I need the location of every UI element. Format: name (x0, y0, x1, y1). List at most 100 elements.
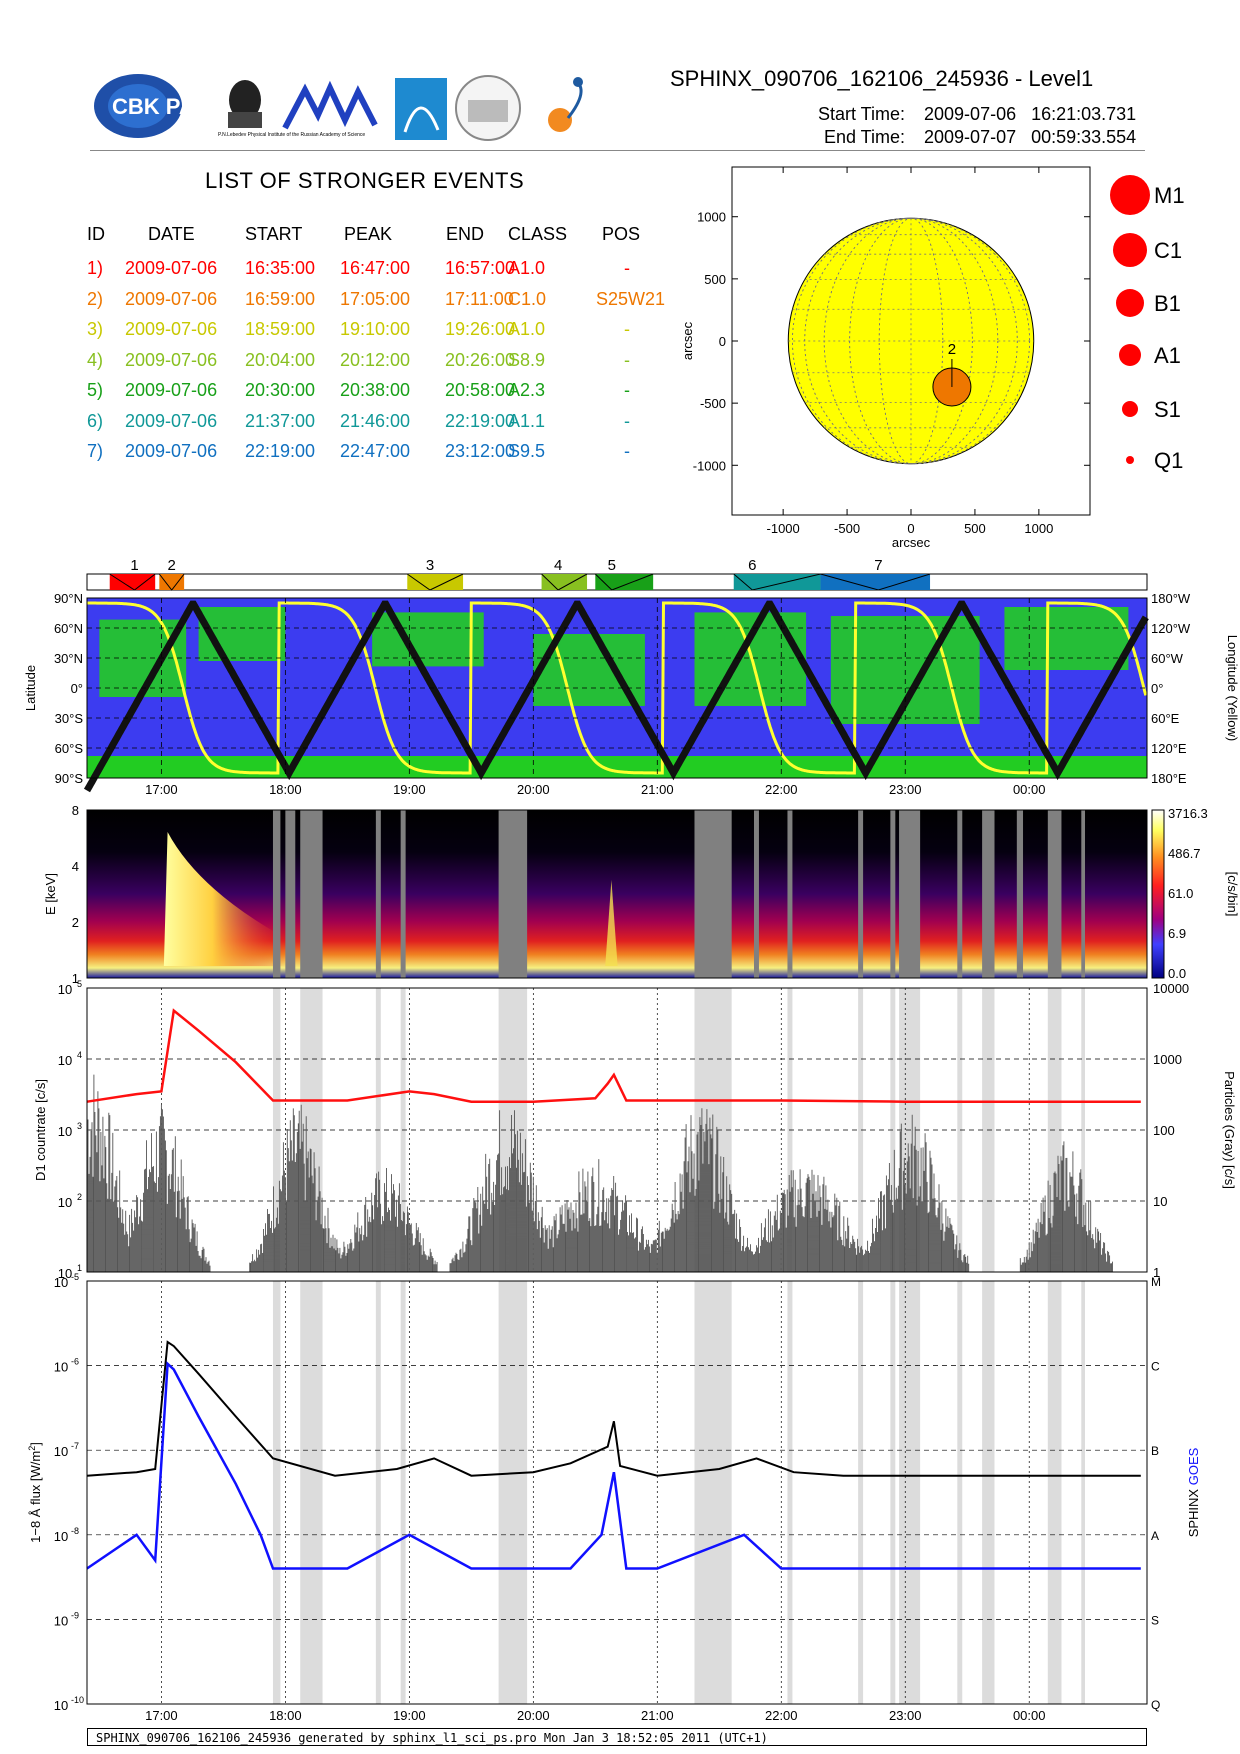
latitude-tick-label: 0° (71, 681, 83, 696)
flux-gap-shade (375, 1281, 381, 1704)
spectro-data-gap (375, 810, 381, 978)
size-legend-label: S1 (1154, 397, 1181, 422)
end-time-row: End Time: 2009-07-07 00:59:33.554 (795, 127, 1136, 148)
timeseries-panels: 1 2 3 4 5 6 7 90°N 180°W 60°N 120°W 30°N 60°W 0° 0° 30°… (23, 557, 1240, 1723)
energy-tick-label: 8 (72, 803, 79, 818)
event-span-7 (820, 574, 931, 590)
event-7-cls: S9.5 (508, 441, 546, 461)
events-header-class: CLASS (508, 224, 568, 244)
event-6-cls: A1.1 (508, 410, 546, 431)
flux-time-label: 20:00 (517, 1708, 550, 1723)
countrate-tick-base: 10 (58, 982, 72, 997)
flux-tick-base: 10 (54, 1529, 68, 1544)
event-3-pos: - (624, 319, 630, 339)
logo-strip: CBK PAN P.N.Lebedev Physical Institute o… (90, 70, 650, 155)
flux-gap-shade (899, 1281, 921, 1704)
flux-tick-base: 10 (54, 1275, 68, 1290)
event-4-start: 20:04:00 (245, 349, 316, 370)
sun-xtick-label: 1000 (1024, 521, 1053, 536)
flux-ylabel-sup: 2 (27, 1446, 37, 1451)
sphinx-flux-trace (86, 1340, 1141, 1477)
event-span-5 (595, 574, 654, 590)
spectro-data-gap (753, 810, 759, 978)
countrate-tick-base: 10 (58, 1266, 72, 1281)
flux-time-label: 22:00 (765, 1708, 798, 1723)
latitude-tick-label: 60°N (54, 621, 83, 636)
orbit-time-label: 22:00 (765, 782, 798, 797)
event-5-start: 20:30:00 (245, 380, 316, 400)
spectrogram-frame (86, 809, 1148, 979)
countrate-tick-base: 10 (58, 1195, 72, 1210)
flux-frame (86, 1280, 1148, 1705)
event-1-date: 2009-07-06 (125, 258, 218, 278)
size-legend-dot (1122, 401, 1138, 417)
orbit-belt-south (87, 756, 1147, 778)
footer-caption: SPHINX_090706_162106_245936 generated by… (87, 1728, 1147, 1746)
countrate-tick-exp: 5 (77, 979, 82, 989)
sun-xtick-label: -1000 (767, 521, 800, 536)
events-header-pos: POS (602, 224, 641, 244)
particles-tick-label: 1 (1153, 1265, 1160, 1280)
orbit-belt-patch (372, 612, 484, 667)
longitude-tick-label: 60°W (1151, 651, 1184, 666)
flare-emission (163, 832, 286, 966)
orbit-time-label: 00:00 (1013, 782, 1046, 797)
spectro-data-gap (1016, 810, 1024, 978)
legend-sphinx: SPHINX (1186, 1485, 1201, 1537)
event-7-id: 7) (87, 441, 104, 461)
event-shape-5 (594, 573, 654, 591)
event-shape-7 (820, 573, 931, 591)
event-6-pos: - (624, 410, 630, 431)
event-shape-6 (733, 573, 821, 591)
event-shape-3 (406, 573, 464, 591)
event-4-pos: - (624, 349, 630, 370)
latitude-tick-label: 90°S (55, 771, 84, 786)
end-time-label: End Time: (823, 127, 905, 147)
event-3-date: 2009-07-06 (125, 319, 218, 339)
event-shape-2 (158, 573, 185, 591)
event-5-date: 2009-07-06 (125, 380, 218, 400)
event-2-start: 16:59:00 (245, 288, 316, 309)
flux-tick-exp: -7 (71, 1441, 79, 1451)
flux-gap-shade (1047, 1281, 1062, 1704)
event-7-date: 2009-07-06 (125, 441, 218, 461)
flux-time-label: 19:00 (393, 1708, 426, 1723)
flux-time-label: 17:00 (145, 1708, 178, 1723)
event-5-end: 20:58:00 (445, 380, 516, 400)
event-7-pos: - (624, 441, 630, 461)
size-legend-dot (1126, 456, 1134, 464)
countrate-tick-exp: 1 (77, 1263, 82, 1273)
spectro-data-gap (787, 810, 793, 978)
particles-tick-label: 1000 (1153, 1052, 1182, 1067)
flux-tick-base: 10 (54, 1360, 68, 1375)
flux-gap-shade (787, 1281, 793, 1704)
events-header-end: END (446, 224, 485, 244)
spectro-data-gap (890, 810, 896, 978)
event-span-6 (733, 574, 821, 590)
event-3-id: 3) (87, 319, 104, 339)
file-title: SPHINX_090706_162106_245936 - Level1 (670, 66, 1094, 91)
colorbar-tick-label: 0.0 (1168, 966, 1186, 981)
longitude-tick-label: 180°W (1151, 591, 1191, 606)
countrate-tick-exp: 3 (77, 1121, 82, 1131)
event-1-cls: A1.0 (508, 258, 546, 278)
particles-ylabel: Particles (Gray) [c/s] (1222, 1071, 1237, 1189)
sun-xlabel: arcsec (892, 535, 931, 550)
flux-gap-shade (982, 1281, 995, 1704)
flux-tick-exp: -9 (71, 1610, 79, 1620)
latitude-tick-label: 30°N (54, 651, 83, 666)
orbit-time-label: 17:00 (145, 782, 178, 797)
small-flare-emission (605, 880, 618, 966)
flux-time-label: 23:00 (889, 1708, 922, 1723)
event-5-id: 5) (87, 380, 104, 400)
spectro-data-gap (498, 810, 528, 978)
sun-ytick-label: 0 (719, 334, 726, 349)
orbit-time-label: 23:00 (889, 782, 922, 797)
logos-svg: CBK PAN P.N.Lebedev Physical Institute o… (94, 74, 583, 141)
countrate-gap-shade (1081, 988, 1086, 1272)
start-time-label: Start Time: (817, 104, 905, 124)
flux-time-label: 18:00 (269, 1708, 302, 1723)
flux-gap-shade (272, 1281, 281, 1704)
event-2-id: 2) (87, 288, 104, 309)
countrate-tick-base: 10 (58, 1053, 72, 1068)
